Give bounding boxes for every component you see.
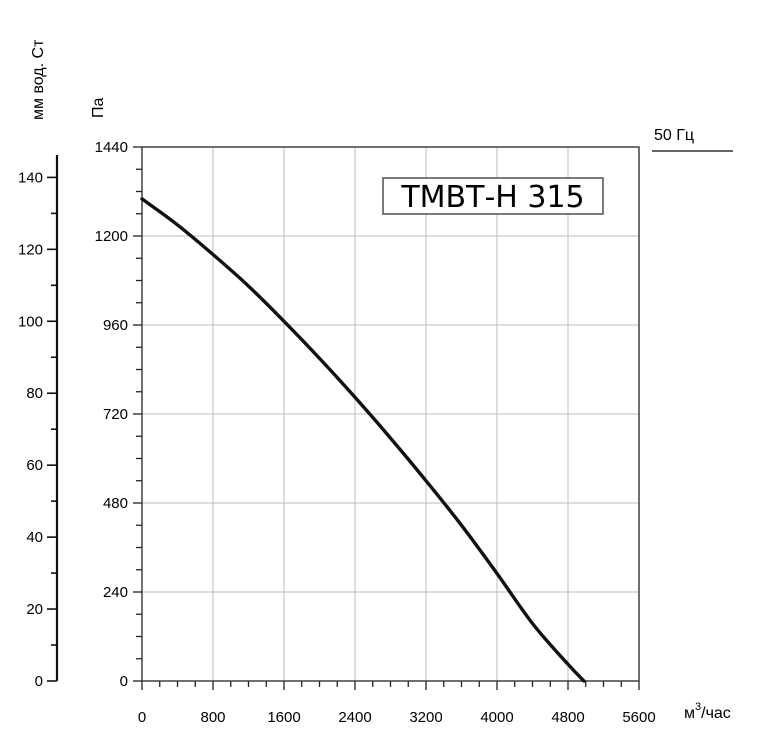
y2-axis-unit: мм вод. Ст xyxy=(30,39,47,120)
y-axis-unit: Па xyxy=(90,98,107,119)
y2-tick-label: 120 xyxy=(18,241,43,258)
y2-tick-label: 40 xyxy=(26,529,43,546)
x-tick-label: 4000 xyxy=(480,709,513,726)
series-line xyxy=(140,197,586,683)
x-tick-label: 4800 xyxy=(551,709,584,726)
grid xyxy=(141,146,640,682)
x-tick-label: 5600 xyxy=(622,709,655,726)
x-unit-base: м xyxy=(684,705,695,722)
x-tick-label: 0 xyxy=(138,709,146,726)
y2-tick-label: 100 xyxy=(18,313,43,330)
y2-tick-label: 60 xyxy=(26,457,43,474)
y-tick-label: 1200 xyxy=(95,228,128,245)
x-axis-unit: м3/час xyxy=(684,701,731,722)
plot-frame xyxy=(141,146,640,682)
frequency-label: 50 Гц xyxy=(654,127,694,144)
x-tick-labels: 0 800 1600 2400 3200 4000 4800 5600 xyxy=(138,709,656,726)
x-tick-label: 1600 xyxy=(267,709,300,726)
x-tick-label: 800 xyxy=(200,709,225,726)
minor-ticks xyxy=(133,146,640,690)
x-tick-label: 2400 xyxy=(338,709,371,726)
y-tick-label: 240 xyxy=(103,584,128,601)
title-box xyxy=(382,177,604,215)
y-tick-label: 720 xyxy=(103,406,128,423)
y2-tick-label: 0 xyxy=(35,673,43,690)
y2-tick-label: 80 xyxy=(26,385,43,402)
x-unit-tail: /час xyxy=(701,705,731,722)
x-unit-sup: 3 xyxy=(695,701,701,713)
x-tick-label: 3200 xyxy=(409,709,442,726)
secondary-axis xyxy=(47,155,59,682)
chart-title: ТМВТ-Н 315 xyxy=(400,180,584,215)
y2-tick-label: 20 xyxy=(26,601,43,618)
y-tick-labels: 0 240 480 720 960 1200 1440 xyxy=(95,139,128,690)
y2-tick-labels: 0 20 40 60 80 100 120 140 xyxy=(18,169,43,690)
y-tick-label: 480 xyxy=(103,495,128,512)
y2-tick-label: 140 xyxy=(18,169,43,186)
y-tick-label: 960 xyxy=(103,317,128,334)
y-tick-label: 1440 xyxy=(95,139,128,156)
y-tick-label: 0 xyxy=(120,673,128,690)
